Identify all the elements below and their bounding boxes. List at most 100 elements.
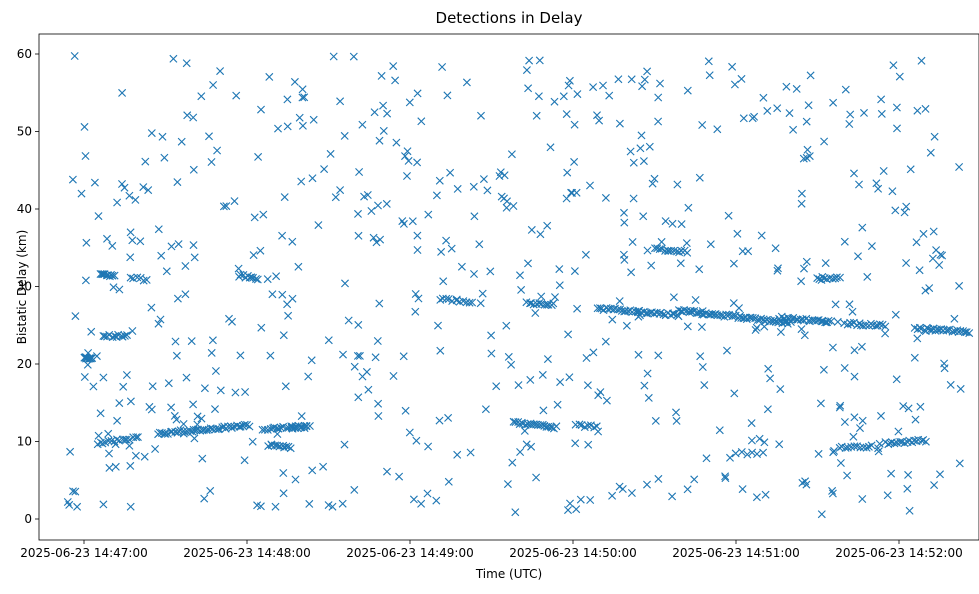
detection-marker <box>759 315 768 324</box>
detection-marker <box>383 109 392 118</box>
detection-marker <box>771 244 780 253</box>
detection-marker <box>836 459 845 467</box>
detection-marker <box>340 440 349 449</box>
detection-marker <box>543 355 552 364</box>
detection-marker <box>614 75 623 84</box>
detection-marker <box>800 331 809 340</box>
detection-marker <box>832 273 841 282</box>
detection-marker <box>602 396 611 405</box>
detection-marker <box>567 188 576 197</box>
detection-marker <box>562 110 571 119</box>
detection-marker <box>829 448 838 457</box>
detection-marker <box>824 316 833 325</box>
detection-marker <box>487 349 496 358</box>
detection-marker <box>570 120 579 129</box>
detection-marker <box>504 352 513 361</box>
detection-marker <box>913 106 922 115</box>
detection-marker <box>565 76 574 85</box>
y-axis-label: Bistatic Delay (km) <box>15 230 29 345</box>
detection-marker <box>338 499 347 508</box>
detection-marker <box>863 272 872 281</box>
detection-marker <box>843 443 852 452</box>
detection-marker <box>147 129 156 138</box>
detection-marker <box>871 321 880 330</box>
detection-marker <box>929 227 938 236</box>
detection-marker <box>652 308 661 317</box>
detection-marker <box>274 424 283 433</box>
detection-marker <box>77 189 86 198</box>
detection-marker <box>442 236 451 245</box>
detection-marker <box>309 115 318 124</box>
detection-marker <box>928 326 937 335</box>
detection-marker <box>250 213 259 222</box>
y-tick-label: 10 <box>17 435 32 449</box>
detection-marker <box>955 459 964 468</box>
detection-marker <box>509 202 518 210</box>
detection-marker <box>895 72 904 81</box>
detection-marker <box>207 158 216 166</box>
detection-marker <box>526 375 535 384</box>
detection-marker <box>478 289 487 298</box>
detection-marker <box>123 331 131 340</box>
detection-marker <box>627 75 636 84</box>
detection-marker <box>241 388 250 396</box>
detection-marker <box>647 261 656 270</box>
detection-marker <box>928 254 937 263</box>
detection-marker <box>319 462 328 471</box>
detection-marker <box>173 294 182 303</box>
detection-marker <box>297 177 306 186</box>
detection-marker <box>708 310 717 318</box>
detection-marker <box>487 331 496 340</box>
detection-marker <box>273 441 281 450</box>
detection-marker <box>629 158 638 167</box>
detection-marker <box>254 152 263 161</box>
detection-marker <box>308 466 317 475</box>
detection-marker <box>403 147 412 156</box>
detection-marker <box>181 262 190 270</box>
detection-marker <box>921 104 930 113</box>
detection-marker <box>576 495 585 504</box>
detection-marker <box>728 62 737 71</box>
detection-marker <box>279 489 288 498</box>
detection-marker <box>840 364 849 372</box>
detection-marker <box>821 259 830 268</box>
detection-marker <box>900 439 909 448</box>
y-tick-label: 60 <box>17 47 32 61</box>
detection-marker <box>729 259 738 268</box>
detection-marker <box>748 114 757 123</box>
detection-marker <box>193 412 202 421</box>
detection-marker <box>883 491 892 500</box>
detection-marker <box>373 337 382 345</box>
detection-marker <box>843 471 852 480</box>
detection-marker <box>374 412 383 420</box>
detection-marker <box>549 299 558 308</box>
detection-marker <box>176 426 185 435</box>
detection-marker <box>651 416 660 425</box>
detection-marker <box>131 451 140 460</box>
detection-marker <box>278 290 287 299</box>
x-tick-label: 2025-06-23 14:48:00 <box>183 546 310 560</box>
detection-marker <box>538 370 547 379</box>
detection-marker <box>432 191 441 200</box>
detection-marker <box>828 343 837 352</box>
detection-marker <box>828 489 837 498</box>
detection-marker <box>570 157 579 166</box>
detection-marker <box>442 294 451 303</box>
detection-marker <box>690 475 699 484</box>
detection-marker <box>590 423 599 432</box>
detection-marker <box>891 310 900 319</box>
detection-marker <box>354 231 363 240</box>
detection-marker <box>263 275 272 284</box>
detection-marker <box>640 75 649 84</box>
detection-marker <box>524 84 533 93</box>
detection-marker <box>98 439 107 448</box>
detection-marker <box>536 230 545 239</box>
detection-marker <box>161 429 170 438</box>
detection-marker <box>902 259 911 267</box>
detection-marker <box>234 264 243 273</box>
detection-marker <box>605 91 614 100</box>
detection-marker <box>443 91 452 100</box>
detection-marker <box>281 382 290 391</box>
detection-marker <box>209 81 218 89</box>
detection-marker <box>88 354 97 363</box>
